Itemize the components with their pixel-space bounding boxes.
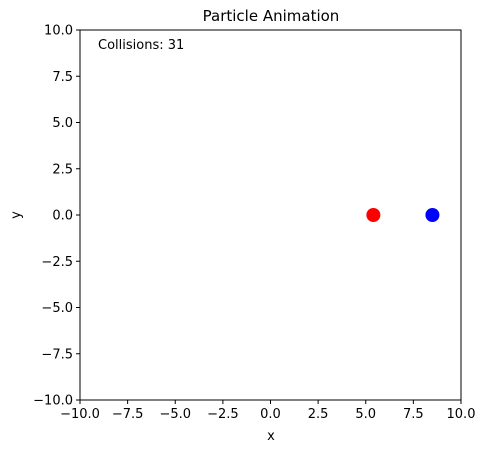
- chart-title: Particle Animation: [203, 7, 340, 25]
- y-tick-label: 7.5: [52, 70, 73, 85]
- x-tick-label: −5.0: [159, 407, 191, 422]
- y-axis-label: y: [9, 211, 24, 219]
- x-tick-label: −10.0: [60, 407, 100, 422]
- red-particle: [366, 208, 381, 222]
- y-tick-label: −10.0: [33, 394, 73, 409]
- y-ticks: −10.0 −7.5 −5.0 −2.5 0.0 2.5 5.0 7.5 10.0: [33, 24, 80, 409]
- x-tick-label: 0.0: [260, 407, 281, 422]
- x-tick-label: 7.5: [403, 407, 424, 422]
- x-axis-label: x: [267, 429, 275, 444]
- x-tick-label: 2.5: [308, 407, 329, 422]
- x-tick-label: 5.0: [355, 407, 376, 422]
- plot-area-frame: [79, 29, 462, 401]
- x-tick-label: 10.0: [447, 407, 476, 422]
- y-tick-label: −7.5: [41, 347, 73, 362]
- y-tick-label: 10.0: [44, 24, 73, 39]
- x-ticks: −10.0 −7.5 −5.0 −2.5 0.0 2.5 5.0 7.5 10.0: [60, 400, 475, 422]
- y-tick-label: 0.0: [52, 209, 73, 224]
- y-tick-label: 2.5: [52, 162, 73, 177]
- blue-particle: [425, 208, 440, 222]
- data-points: [366, 208, 440, 222]
- y-tick-label: −5.0: [41, 301, 73, 316]
- y-tick-label: 5.0: [52, 116, 73, 131]
- x-tick-label: −7.5: [112, 407, 144, 422]
- collision-counter: Collisions: 31: [98, 38, 184, 53]
- y-tick-label: −2.5: [41, 255, 73, 270]
- x-tick-label: −2.5: [207, 407, 239, 422]
